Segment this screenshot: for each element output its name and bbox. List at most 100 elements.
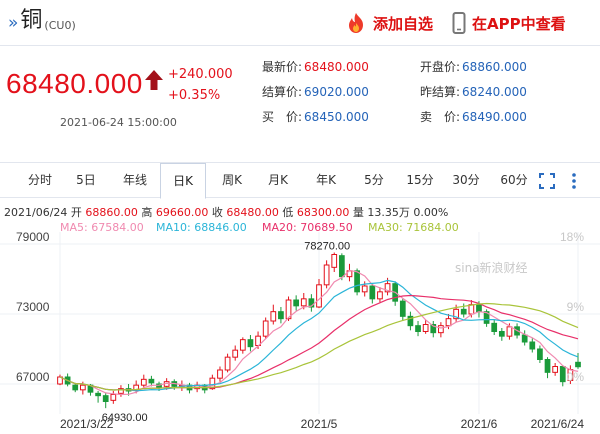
quote-label: 昨结算: <box>420 85 461 99</box>
candle-body <box>399 300 406 317</box>
quote-row: 买 价: 68450.000 <box>262 106 369 131</box>
candle-body <box>407 315 414 327</box>
candle-body <box>460 308 467 315</box>
tab-daily-k[interactable]: 日K <box>160 163 206 199</box>
candle-body <box>209 377 216 390</box>
candle-body <box>323 264 330 286</box>
pct-value: 0.00% <box>413 206 449 219</box>
tab-yearly-k[interactable]: 年K <box>316 173 336 187</box>
x-tick-label: 2021/6/24 <box>531 417 585 431</box>
candle-body <box>224 356 231 371</box>
header: » 铜 (CU0) 添加自选 在APP中查看 <box>0 0 600 46</box>
candle-body <box>369 285 376 300</box>
low-value: 68300.00 <box>296 206 350 219</box>
view-in-app-label: 在APP中查看 <box>472 14 566 33</box>
candle-body <box>559 366 566 383</box>
candle-body <box>95 392 101 397</box>
quote-value: 68860.000 <box>462 60 527 74</box>
candles <box>57 252 581 409</box>
close-value: 68480.00 <box>226 206 279 219</box>
candle-body <box>384 283 391 293</box>
quote-label: 最新价: <box>262 60 303 74</box>
right-tick-label: 9% <box>567 300 585 314</box>
kline-info: 2021/06/24 开 68860.00 高 69660.00 收 68480… <box>4 204 448 220</box>
quote-datetime: 2021-06-24 15:00:00 <box>60 116 177 129</box>
candle-body <box>537 348 543 360</box>
flame-icon <box>349 13 363 33</box>
candle-body <box>148 378 155 384</box>
candle-body <box>262 320 269 337</box>
quote-value: 68480.000 <box>304 60 369 74</box>
quote-row: 开盘价: 68860.000 <box>420 56 527 81</box>
close-label: 收 <box>211 206 223 219</box>
add-favorite-button[interactable]: 添加自选 <box>345 12 433 34</box>
ma-line-30 <box>59 302 579 391</box>
candlestick-chart[interactable]: sina新浪财经 79000 18% 73000 9% 67000 0% 78270.00 6… <box>0 232 600 434</box>
low-label: 低 <box>282 206 294 219</box>
arrow-up-icon <box>145 70 163 90</box>
quote-value: 68240.000 <box>462 85 527 99</box>
candle-body <box>476 304 482 313</box>
ma-line-5 <box>59 269 579 396</box>
candle-body <box>498 331 505 337</box>
tab-monthly-k[interactable]: 月K <box>268 173 288 187</box>
candle-body <box>338 255 345 278</box>
candle-body <box>575 361 581 368</box>
candle-body <box>118 388 124 394</box>
right-tick-label: 0% <box>567 370 585 384</box>
candle-body <box>247 339 254 348</box>
candle-body <box>239 339 246 351</box>
view-in-app-button[interactable]: 在APP中查看 <box>452 12 566 34</box>
y-tick-label: 67000 <box>16 370 50 384</box>
axis-labels: 79000 18%73000 9%67000 0%78270.0064930.0020… <box>16 232 584 431</box>
candle-body <box>430 324 437 334</box>
candle-body <box>377 291 383 300</box>
ma-line-10 <box>59 279 579 392</box>
change-amount: +240.000 <box>168 67 233 82</box>
instrument-code: (CU0) <box>44 19 76 32</box>
candle-body <box>483 311 490 324</box>
ma10-label: MA10: 68846.00 <box>156 221 247 234</box>
candle-body <box>140 378 147 386</box>
price-change: +240.000 +0.35% <box>168 64 233 106</box>
candle-body <box>217 369 223 379</box>
right-tick-label: 18% <box>560 232 584 244</box>
instrument-title: 铜 <box>20 8 43 33</box>
y-tick-label: 73000 <box>16 300 50 314</box>
volume-value: 13.35万 <box>367 206 410 219</box>
add-favorite-label: 添加自选 <box>373 14 434 33</box>
tab-5min[interactable]: 5分 <box>364 173 384 187</box>
open-label: 开 <box>70 206 82 219</box>
quote-column-2: 开盘价: 68860.000 昨结算: 68240.000 卖 价: 68490.00… <box>420 56 527 131</box>
tab-weekly-k[interactable]: 周K <box>222 173 242 187</box>
high-annotation: 78270.00 <box>304 241 350 253</box>
y-tick-label: 79000 <box>16 232 50 244</box>
tab-30min[interactable]: 30分 <box>452 173 480 187</box>
candle-body <box>110 394 117 401</box>
tab-yearline[interactable]: 年线 <box>122 173 147 187</box>
tab-15min[interactable]: 15分 <box>406 173 434 187</box>
high-value: 69660.00 <box>155 206 209 219</box>
candle-body <box>552 366 559 373</box>
candle-body <box>445 318 452 327</box>
quote-row: 最新价: 68480.000 <box>262 56 369 81</box>
candle-body <box>415 325 421 332</box>
tab-5day[interactable]: 5日 <box>76 173 96 187</box>
candle-body <box>468 304 475 315</box>
fullscreen-icon[interactable] <box>538 172 556 190</box>
phone-icon <box>452 12 466 34</box>
high-label: 高 <box>141 206 153 219</box>
more-options-icon[interactable] <box>570 172 578 190</box>
tab-60min[interactable]: 60分 <box>500 173 528 187</box>
quote-row: 卖 价: 68490.000 <box>420 106 527 131</box>
quote-label: 卖 价: <box>420 110 461 124</box>
quote-value: 69020.000 <box>304 85 369 99</box>
kline-date: 2021/06/24 <box>4 206 68 219</box>
double-chevron-icon[interactable]: » <box>8 13 19 33</box>
tab-intraday[interactable]: 分时 <box>27 173 52 187</box>
x-tick-label: 2021/6 <box>461 417 498 431</box>
candle-body <box>361 285 368 293</box>
candle-body <box>79 384 86 391</box>
ma20-label: MA20: 70689.50 <box>262 221 353 234</box>
candle-body <box>285 299 292 320</box>
